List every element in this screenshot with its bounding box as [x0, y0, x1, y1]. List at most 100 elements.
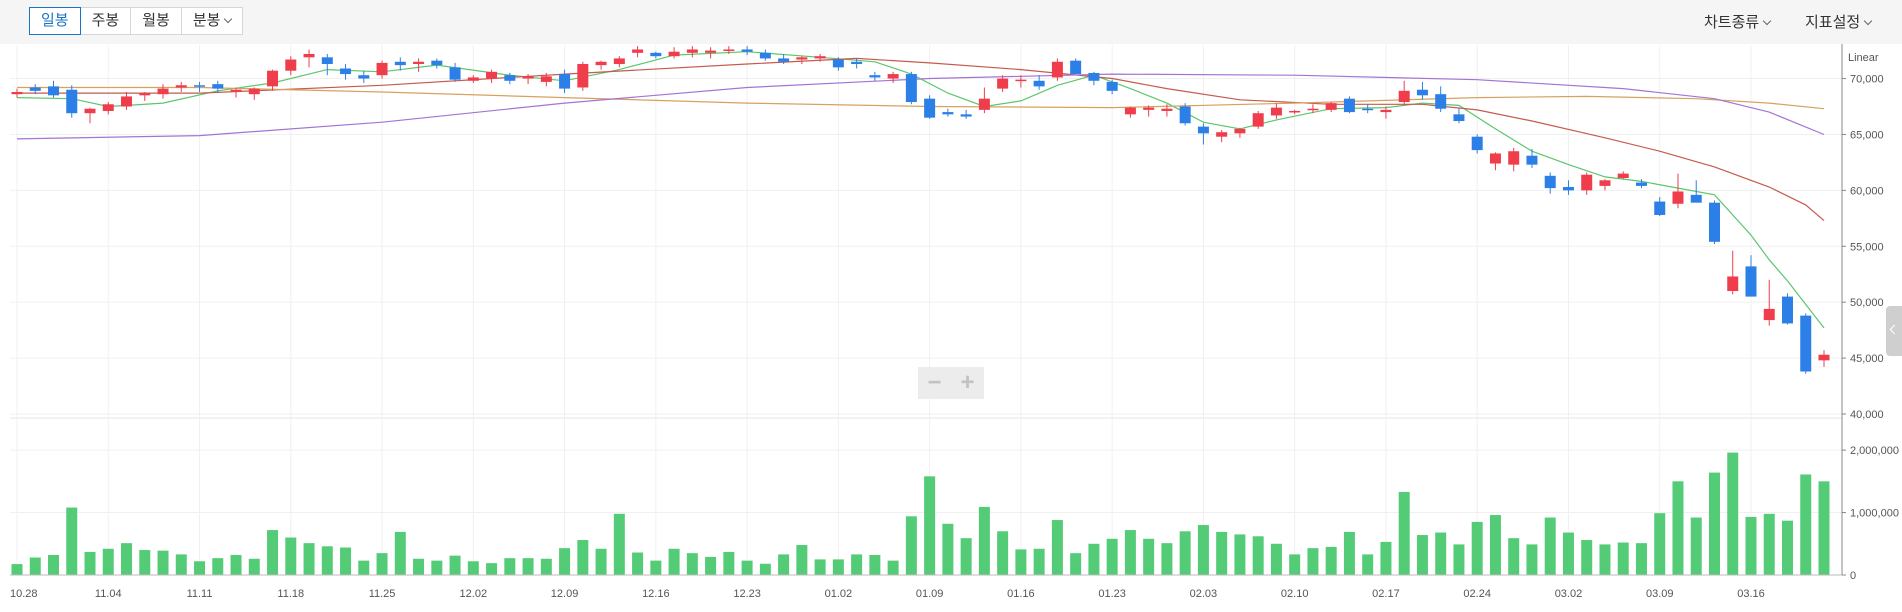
candle-body	[486, 71, 498, 79]
candle-body	[1033, 80, 1045, 87]
date-tick-label: 02.17	[1372, 588, 1400, 600]
candle-body	[11, 91, 23, 95]
chevron-down-icon	[224, 14, 233, 24]
candle-body	[832, 59, 844, 68]
price-tick-label: 60,000	[1850, 185, 1884, 197]
candle-body	[924, 98, 936, 118]
volume-tick-label: 1,000,000	[1850, 508, 1899, 520]
volume-bar	[741, 560, 753, 575]
volume-bar	[358, 560, 370, 575]
moving-average-lines	[16, 51, 1825, 329]
tab-monthly-label: 월봉	[142, 12, 170, 29]
candle-body	[595, 61, 607, 66]
volume-bar	[905, 516, 917, 575]
candle-body	[540, 76, 552, 82]
volume-bar	[1161, 543, 1173, 575]
volume-bar	[1398, 491, 1410, 575]
candle-body	[1471, 136, 1483, 151]
date-tick-label: 11.04	[95, 588, 122, 600]
date-tick-label: 12.09	[551, 588, 579, 600]
volume-bar	[814, 559, 826, 575]
candle-body	[394, 61, 406, 66]
volume-bar	[1471, 521, 1483, 575]
volume-bar	[1015, 549, 1027, 575]
volume-tick-label: 0	[1850, 570, 1856, 582]
tab-monthly[interactable]: 월봉	[130, 7, 182, 35]
side-panel-toggle[interactable]	[1886, 306, 1902, 356]
candle-body	[1070, 60, 1082, 75]
volume-bar	[595, 548, 607, 575]
date-tick-label: 10.28	[10, 588, 38, 600]
tab-daily[interactable]: 일봉	[29, 7, 81, 35]
volume-bar	[1362, 554, 1374, 575]
chart-type-menu[interactable]: 차트종류	[1704, 11, 1772, 32]
candle-body	[1106, 81, 1118, 91]
scale-type-label[interactable]: Linear	[1848, 52, 1879, 64]
zoom-in-button[interactable]: +	[960, 369, 975, 396]
candle-body	[230, 89, 242, 92]
chevron-down-icon	[1762, 16, 1772, 26]
chevron-down-icon	[1863, 16, 1873, 26]
candle-body	[1526, 155, 1538, 165]
candle-body	[705, 50, 717, 53]
date-tick-label: 11.11	[187, 588, 213, 600]
candle-body	[887, 74, 899, 79]
candle-body	[248, 88, 260, 95]
volume-bar	[705, 556, 717, 575]
candle-body	[559, 74, 571, 89]
volume-bar	[522, 558, 534, 575]
volume-bar	[1270, 543, 1282, 575]
candle-body	[1343, 98, 1355, 113]
candle-body	[358, 75, 370, 79]
volume-bar	[1617, 542, 1629, 575]
candle-body	[1635, 182, 1647, 186]
volume-bar	[1234, 534, 1246, 575]
volume-bar	[1508, 538, 1520, 575]
date-tick-label: 11.25	[369, 588, 396, 600]
volume-bar	[1051, 520, 1063, 575]
volume-bar	[1289, 554, 1301, 575]
zoom-out-button[interactable]: −	[927, 369, 942, 396]
candle-body	[48, 86, 60, 96]
date-tick-label: 03.02	[1555, 588, 1583, 600]
candle-body	[285, 59, 297, 71]
candle-body	[1398, 90, 1410, 103]
date-tick-label: 03.09	[1646, 588, 1674, 600]
volume-bar	[851, 554, 863, 575]
volume-tick-label: 2,000,000	[1850, 445, 1899, 457]
candle-body	[814, 56, 826, 59]
candle-body	[1161, 108, 1173, 111]
candle-body	[741, 49, 753, 52]
tab-daily-label: 일봉	[41, 12, 69, 29]
volume-bar	[340, 547, 352, 575]
volume-bar	[1581, 540, 1593, 575]
volume-bar	[413, 558, 425, 575]
volume-bar	[504, 558, 516, 575]
candle-body	[1800, 315, 1812, 372]
volume-bar	[1070, 553, 1082, 575]
tab-minute[interactable]: 분봉	[180, 7, 244, 35]
tab-weekly[interactable]: 주봉	[79, 7, 132, 35]
volume-bar	[778, 554, 790, 575]
volume-bar	[1763, 513, 1775, 575]
volume-bar	[997, 531, 1009, 575]
candle-body	[613, 58, 625, 65]
volume-bar	[1252, 536, 1264, 575]
volume-bar	[48, 555, 60, 575]
date-tick-label: 01.02	[825, 588, 853, 600]
candle-body	[723, 49, 735, 51]
ma-line-120	[16, 73, 1825, 140]
volume-bar	[650, 560, 662, 575]
indicator-settings-menu[interactable]: 지표설정	[1805, 11, 1873, 32]
volume-bars	[11, 452, 1830, 575]
volume-bar	[11, 564, 23, 575]
volume-bar	[467, 561, 479, 575]
candle-body	[869, 75, 881, 78]
volume-bar	[1654, 513, 1666, 575]
volume-bar	[1489, 515, 1501, 575]
date-tick-label: 12.02	[460, 588, 488, 600]
candle-body	[1781, 296, 1793, 324]
candle-body	[194, 85, 206, 87]
candle-body	[121, 96, 133, 107]
stock-chart[interactable]: Linear 40,000 45,000 50,000 55,000 60,000 65,…	[0, 44, 1902, 612]
